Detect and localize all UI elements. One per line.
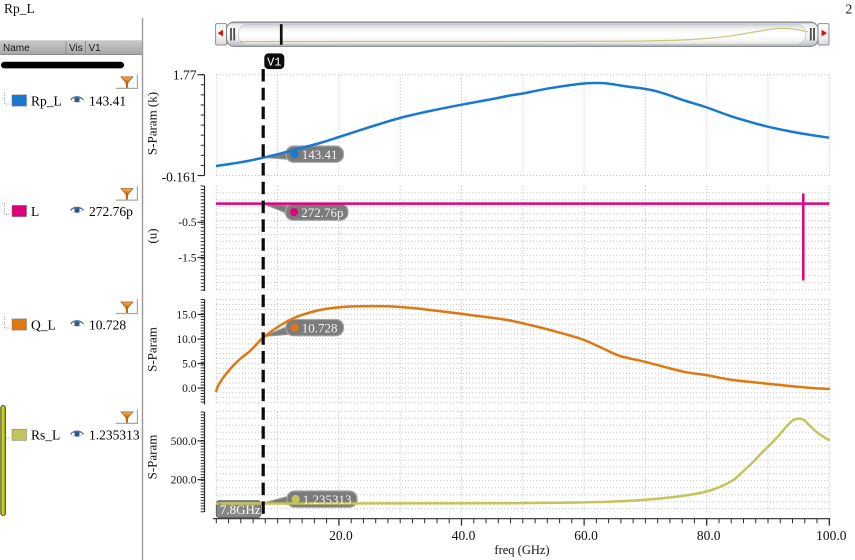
svg-text:272.76p: 272.76p xyxy=(89,204,133,219)
svg-text:Vis: Vis xyxy=(69,43,83,54)
svg-text:V1: V1 xyxy=(267,55,281,69)
svg-text:1.235313: 1.235313 xyxy=(89,428,140,443)
svg-text:S-Param (k): S-Param (k) xyxy=(145,92,160,155)
svg-text:80.0: 80.0 xyxy=(697,528,721,543)
svg-text:S-Param: S-Param xyxy=(145,327,160,372)
svg-text:Rp_L: Rp_L xyxy=(31,93,62,108)
svg-text:L: L xyxy=(31,204,39,219)
svg-text:5.0: 5.0 xyxy=(182,358,197,370)
svg-text:Name: Name xyxy=(3,43,30,54)
svg-text:2: 2 xyxy=(846,2,853,17)
svg-text:-0.5: -0.5 xyxy=(178,217,196,229)
svg-text:7.8GHz: 7.8GHz xyxy=(220,502,261,517)
svg-text:15.0: 15.0 xyxy=(176,309,196,321)
svg-text:Rp_L: Rp_L xyxy=(4,1,35,16)
svg-text:200.0: 200.0 xyxy=(171,475,197,487)
svg-text:10.728: 10.728 xyxy=(89,317,126,332)
svg-text:freq (GHz): freq (GHz) xyxy=(494,543,549,557)
svg-text:10.0: 10.0 xyxy=(176,334,196,346)
svg-text:10.728: 10.728 xyxy=(302,320,338,335)
svg-text:1.235313: 1.235313 xyxy=(303,492,352,507)
svg-text:143.41: 143.41 xyxy=(89,93,126,108)
svg-text:272.76p: 272.76p xyxy=(301,205,343,220)
svg-text:Rs_L: Rs_L xyxy=(31,428,60,443)
svg-text:100.0: 100.0 xyxy=(816,528,847,543)
svg-text:(u): (u) xyxy=(145,228,160,243)
svg-text:20.0: 20.0 xyxy=(329,528,353,543)
svg-text:500.0: 500.0 xyxy=(171,436,197,448)
svg-text:143.41: 143.41 xyxy=(302,147,338,162)
svg-text:Q_L: Q_L xyxy=(31,317,56,332)
svg-text:1.77: 1.77 xyxy=(173,68,197,83)
svg-text:60.0: 60.0 xyxy=(574,528,598,543)
svg-text:40.0: 40.0 xyxy=(452,528,476,543)
svg-text:0.0: 0.0 xyxy=(182,383,197,395)
svg-text:-1.5: -1.5 xyxy=(178,253,196,265)
svg-text:S-Param: S-Param xyxy=(145,435,160,480)
svg-text:-0.161: -0.161 xyxy=(162,169,197,184)
svg-text:V1: V1 xyxy=(89,43,102,54)
